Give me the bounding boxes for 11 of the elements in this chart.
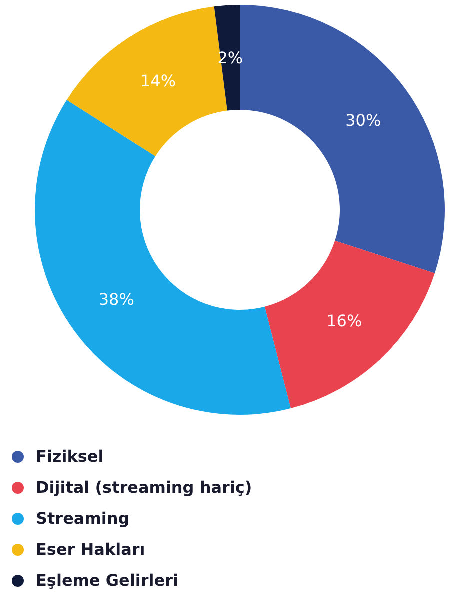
- data-label: 14%: [140, 72, 176, 91]
- data-label: 38%: [98, 290, 134, 310]
- donut-slice: [35, 100, 291, 415]
- legend-label: Eser Hakları: [36, 540, 146, 559]
- legend-label: Streaming: [36, 509, 130, 528]
- data-label: 30%: [346, 110, 382, 130]
- legend-label: Eşleme Gelirleri: [36, 571, 178, 590]
- legend-label: Fiziksel: [36, 447, 104, 466]
- legend-label: Dijital (streaming hariç): [36, 478, 252, 497]
- data-label: 16%: [326, 312, 362, 331]
- donut-slice: [264, 240, 435, 409]
